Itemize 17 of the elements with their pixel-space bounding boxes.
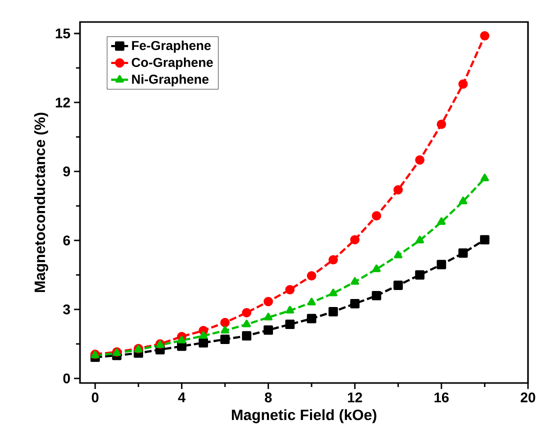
y-tick-label: 15 <box>56 28 70 38</box>
x-tick-label: 0 <box>92 392 98 402</box>
x-tick-label: 8 <box>264 392 272 402</box>
y-tick-label: 6 <box>63 235 70 246</box>
y-tick-label: 9 <box>63 166 70 176</box>
legend-label: Ni-Graphene <box>132 74 209 86</box>
x-tick-label: 20 <box>520 392 536 402</box>
legend-label: Fe-Graphene <box>132 40 211 53</box>
y-tick-label: 3 <box>63 304 70 314</box>
x-axis-title: Magnetic Field (kOe) <box>232 409 376 424</box>
legend-label: Co-Graphene <box>132 57 213 70</box>
y-tick-label: 12 <box>56 98 70 108</box>
x-tick-label: 16 <box>434 392 449 402</box>
x-tick-label: 12 <box>348 392 362 402</box>
x-tick-label: 4 <box>178 392 186 402</box>
y-tick-label: 0 <box>63 373 70 384</box>
y-axis-title: Magnetoconductance (%) <box>34 112 48 292</box>
